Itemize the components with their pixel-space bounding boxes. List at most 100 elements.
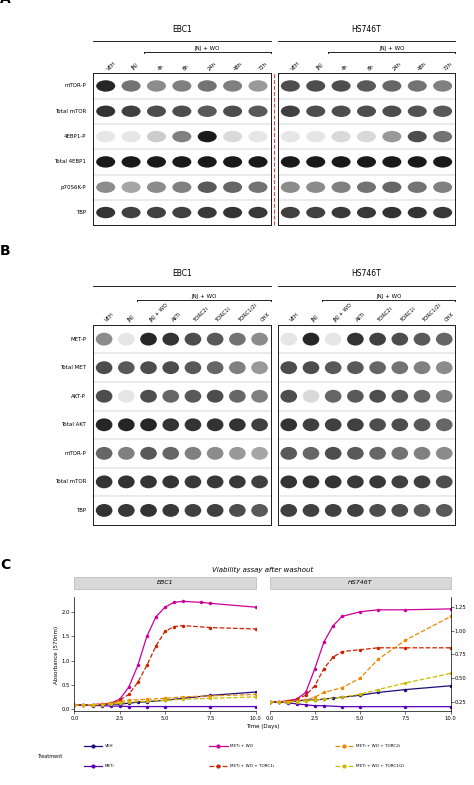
- Text: Viability assay after washout: Viability assay after washout: [212, 567, 313, 573]
- Ellipse shape: [118, 333, 135, 345]
- Ellipse shape: [251, 361, 268, 374]
- Bar: [278, 468, 456, 496]
- Ellipse shape: [140, 390, 157, 403]
- Bar: [278, 73, 456, 99]
- Bar: [93, 99, 271, 124]
- Text: TBP: TBP: [76, 210, 86, 215]
- Ellipse shape: [357, 181, 376, 193]
- Ellipse shape: [163, 361, 179, 374]
- Ellipse shape: [383, 80, 401, 92]
- Ellipse shape: [433, 80, 452, 92]
- Ellipse shape: [248, 80, 267, 92]
- Ellipse shape: [198, 156, 217, 168]
- Ellipse shape: [147, 80, 166, 92]
- Ellipse shape: [198, 206, 217, 218]
- Text: AKT-P: AKT-P: [71, 394, 86, 399]
- Ellipse shape: [248, 181, 267, 193]
- Ellipse shape: [147, 181, 166, 193]
- Ellipse shape: [163, 476, 179, 488]
- Ellipse shape: [281, 418, 297, 431]
- Ellipse shape: [96, 333, 112, 345]
- Ellipse shape: [118, 418, 135, 431]
- Ellipse shape: [281, 206, 300, 218]
- Ellipse shape: [121, 131, 141, 142]
- Ellipse shape: [207, 333, 223, 345]
- Ellipse shape: [383, 131, 401, 142]
- Text: A: A: [0, 0, 11, 5]
- Ellipse shape: [147, 131, 166, 142]
- Ellipse shape: [281, 361, 297, 374]
- Ellipse shape: [302, 390, 319, 403]
- Ellipse shape: [325, 333, 341, 345]
- Bar: [278, 73, 456, 225]
- Text: TORC1/2i: TORC1/2i: [422, 302, 443, 323]
- Ellipse shape: [118, 504, 135, 517]
- Text: Total 4EBP1: Total 4EBP1: [54, 159, 86, 164]
- Ellipse shape: [198, 80, 217, 92]
- Ellipse shape: [369, 418, 386, 431]
- Bar: [93, 325, 271, 353]
- Ellipse shape: [184, 418, 201, 431]
- Text: mTOR-P: mTOR-P: [64, 83, 86, 89]
- Text: JNJ: JNJ: [316, 63, 324, 71]
- Ellipse shape: [392, 390, 408, 403]
- Ellipse shape: [198, 105, 217, 117]
- Text: Total MET: Total MET: [60, 365, 86, 371]
- Ellipse shape: [369, 333, 386, 345]
- Ellipse shape: [347, 333, 364, 345]
- Ellipse shape: [207, 418, 223, 431]
- Text: 8h: 8h: [366, 63, 375, 71]
- Ellipse shape: [369, 447, 386, 460]
- Text: METi + WO + TORC1i: METi + WO + TORC1i: [230, 764, 274, 769]
- Text: 4EBP1-P: 4EBP1-P: [64, 134, 86, 139]
- Bar: [93, 325, 271, 524]
- Ellipse shape: [302, 504, 319, 517]
- Ellipse shape: [96, 476, 112, 488]
- Ellipse shape: [357, 156, 376, 168]
- Ellipse shape: [436, 476, 453, 488]
- Text: TORC1i: TORC1i: [215, 305, 232, 323]
- Text: JNJ + WO: JNJ + WO: [191, 294, 217, 299]
- Text: 24h: 24h: [392, 60, 402, 71]
- Text: VEH: VEH: [104, 312, 115, 323]
- Text: JNJ: JNJ: [311, 314, 319, 323]
- Ellipse shape: [198, 181, 217, 193]
- Ellipse shape: [347, 476, 364, 488]
- Ellipse shape: [392, 504, 408, 517]
- Ellipse shape: [357, 131, 376, 142]
- Ellipse shape: [121, 80, 141, 92]
- Text: HS746T: HS746T: [352, 24, 382, 34]
- Ellipse shape: [392, 447, 408, 460]
- Text: Time (Days): Time (Days): [246, 724, 279, 729]
- Ellipse shape: [436, 361, 453, 374]
- Text: TORC2i: TORC2i: [378, 305, 395, 323]
- Text: HS746T: HS746T: [352, 268, 382, 278]
- Ellipse shape: [96, 156, 115, 168]
- Bar: [278, 325, 456, 524]
- Ellipse shape: [325, 447, 341, 460]
- Ellipse shape: [433, 156, 452, 168]
- Bar: [93, 353, 271, 382]
- Ellipse shape: [408, 181, 427, 193]
- Text: 48h: 48h: [233, 60, 243, 71]
- Text: METi + WO + TORC1/2i: METi + WO + TORC1/2i: [356, 764, 403, 769]
- Ellipse shape: [147, 156, 166, 168]
- Ellipse shape: [325, 476, 341, 488]
- Text: 4h: 4h: [156, 63, 165, 71]
- Ellipse shape: [96, 206, 115, 218]
- Ellipse shape: [306, 131, 325, 142]
- Ellipse shape: [414, 476, 430, 488]
- Ellipse shape: [281, 105, 300, 117]
- Bar: [93, 468, 271, 496]
- Ellipse shape: [332, 181, 351, 193]
- Ellipse shape: [408, 206, 427, 218]
- Ellipse shape: [357, 206, 376, 218]
- Bar: [278, 325, 456, 353]
- Ellipse shape: [281, 131, 300, 142]
- Ellipse shape: [383, 156, 401, 168]
- Ellipse shape: [281, 390, 297, 403]
- Ellipse shape: [408, 156, 427, 168]
- Ellipse shape: [147, 105, 166, 117]
- Text: VEH: VEH: [105, 744, 113, 748]
- Ellipse shape: [207, 361, 223, 374]
